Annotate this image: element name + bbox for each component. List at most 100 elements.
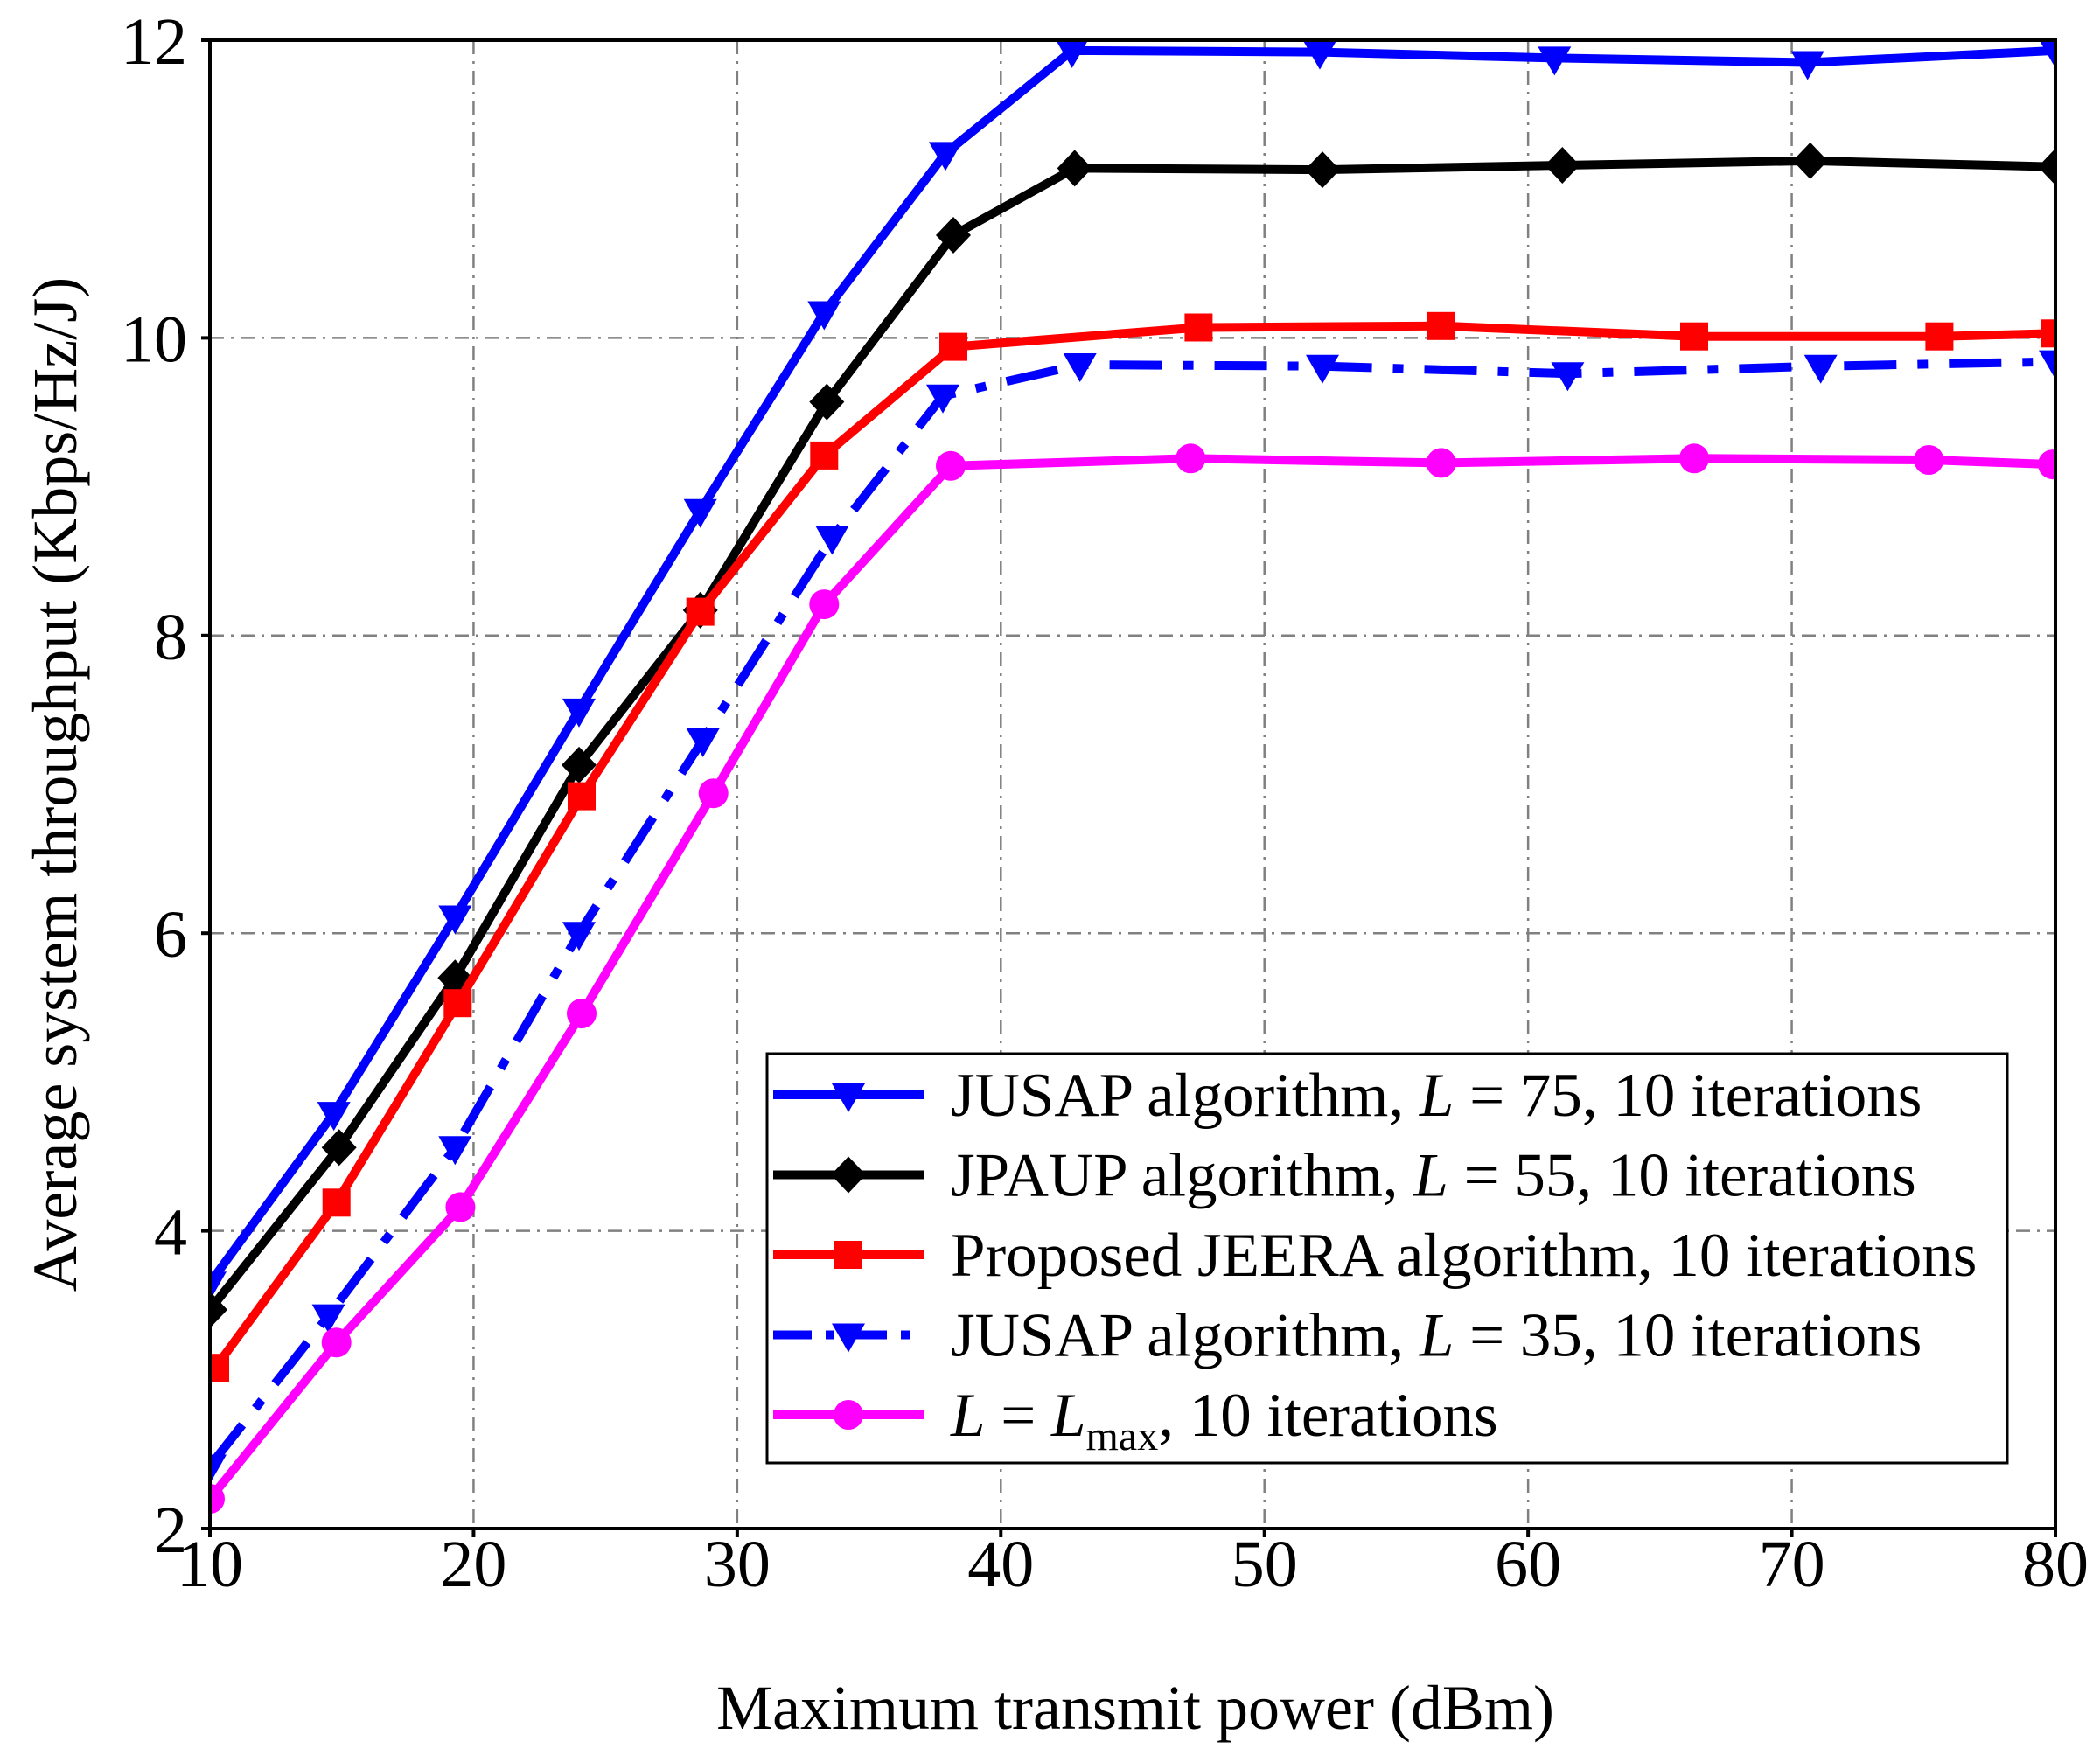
series-5-point-2 (321, 1327, 352, 1358)
series-1-point-4 (562, 698, 596, 728)
x-tick-label-40: 40 (967, 1528, 1034, 1601)
series-5-point-3 (445, 1192, 476, 1222)
series-5-point-8 (1176, 443, 1206, 474)
series-4-point-10 (1551, 362, 1585, 392)
y-tick-label-2: 2 (154, 1494, 187, 1567)
series-5-point-12 (2038, 449, 2055, 480)
series-1-point-7 (929, 142, 962, 171)
legend-entry-1-label-part-3: = 75, 10 iterations (1454, 1062, 1922, 1130)
series-4-line (210, 357, 2055, 1469)
legend-entry-5-label-part-5: , 10 iterations (1158, 1382, 1497, 1450)
series-1-point-6 (807, 301, 841, 331)
series-5-point-6 (809, 589, 840, 620)
x-tick-label-20: 20 (440, 1528, 506, 1601)
series-2-point-1 (210, 1291, 227, 1328)
legend-entry-2-label: JPAUP algorithm, L = 55, 10 iterations (951, 1142, 1916, 1210)
series-4-point-11 (1803, 354, 1838, 384)
legend-entry-5-label-part-4: max (1086, 1413, 1159, 1459)
legend-entry-5-label-part-3: L (1050, 1382, 1086, 1450)
x-tick-label-10: 10 (177, 1528, 243, 1601)
series-4-point-4 (562, 922, 596, 951)
series-3-point-2 (322, 1188, 351, 1217)
series-2-point-11 (1792, 142, 1828, 179)
series-1-point-2 (317, 1102, 351, 1132)
series-3-point-1 (210, 1354, 229, 1382)
x-tick-label-80: 80 (2022, 1528, 2089, 1601)
legend-entry-3-label-part-1: Proposed JEERA algorithm, 10 iterations (951, 1222, 1977, 1290)
legend-box (765, 1052, 2009, 1465)
y-tick-label-4: 4 (154, 1196, 187, 1270)
series-3-point-8 (1184, 313, 1213, 342)
series-2 (210, 142, 2055, 1328)
series-1-point-10 (1538, 46, 1572, 76)
series-5-point-7 (936, 450, 966, 481)
series-4-point-5 (686, 728, 720, 757)
series-1-point-8 (1056, 40, 1089, 68)
series-1-point-5 (683, 498, 717, 528)
legend-entry-5-label-part-1: L (950, 1382, 986, 1450)
legend-entry-3-marker (834, 1241, 862, 1269)
axis-ticks (201, 38, 2057, 1537)
legend-entry-1-label: JUSAP algorithm, L = 75, 10 iterations (951, 1062, 1922, 1130)
series-1-point-12 (2039, 40, 2055, 68)
legend-entry-5-marker (834, 1400, 863, 1430)
series-3-point-11 (1925, 322, 1954, 351)
series-1-point-1 (210, 1271, 227, 1301)
y-tick-label-12: 12 (121, 5, 187, 79)
legend-entry-3-label: Proposed JEERA algorithm, 10 iterations (951, 1222, 1977, 1290)
legend: JUSAP algorithm, L = 75, 10 iterations JP… (765, 1052, 2009, 1465)
series-2-point-8 (1057, 150, 1092, 187)
series-layer (210, 40, 2055, 1514)
series-3 (210, 311, 2055, 1382)
series-1-point-3 (438, 905, 472, 935)
series-3-point-5 (686, 597, 715, 626)
y-tick-label-6: 6 (154, 898, 187, 972)
series-2-point-12 (2038, 148, 2055, 185)
series-5-point-11 (1914, 445, 1944, 475)
series-3-point-9 (1427, 311, 1455, 340)
series-4 (210, 350, 2055, 1484)
series-5-point-5 (698, 778, 729, 809)
series-2-line (210, 156, 2055, 1313)
series-4-point-7 (926, 384, 959, 414)
y-tick-label-10: 10 (121, 303, 187, 376)
x-axis-label: Maximum transmit power (dBm) (716, 1673, 1554, 1743)
legend-entry-4-marker (832, 1323, 865, 1353)
series-2-point-7 (936, 217, 971, 254)
series-5-point-4 (567, 999, 597, 1029)
series-5-point-9 (1426, 448, 1456, 478)
series-3-point-10 (1680, 322, 1708, 351)
legend-entry-5-label-part-2: = (986, 1382, 1052, 1450)
gridlines (210, 40, 2055, 1529)
x-tick-label-60: 60 (1495, 1528, 1561, 1601)
legend-entry-2-label-part-1: JPAUP algorithm, (951, 1142, 1413, 1210)
series-2-point-4 (562, 746, 597, 783)
series-1-line (210, 45, 2055, 1286)
legend-entry-2: JPAUP algorithm, L = 55, 10 iterations (773, 1142, 1916, 1210)
legend-entry-4-label-part-1: JUSAP algorithm, (951, 1302, 1420, 1370)
legend-entry-4-label: JUSAP algorithm, L = 35, 10 iterations (951, 1302, 1922, 1370)
series-3-point-3 (443, 989, 472, 1018)
legend-entry-3: Proposed JEERA algorithm, 10 iterations (773, 1222, 1977, 1290)
series-5-point-10 (1679, 443, 1709, 474)
legend-entry-5: L = Lmax, 10 iterations (773, 1382, 1498, 1459)
legend-entry-4: JUSAP algorithm, L = 35, 10 iterations (773, 1302, 1922, 1370)
series-4-point-2 (311, 1304, 345, 1334)
y-axis-label: Average system throughput (Kbps/Hz/J) (20, 277, 90, 1292)
series-3-point-12 (2041, 319, 2055, 348)
series-4-point-12 (2039, 350, 2055, 380)
series-4-point-9 (1306, 354, 1339, 384)
legend-entry-4-label-part-3: = 35, 10 iterations (1454, 1302, 1922, 1370)
series-5-line (210, 454, 2054, 1502)
legend-entry-1-marker (832, 1083, 865, 1112)
series-1-point-9 (1303, 40, 1336, 70)
series-1-point-11 (1790, 51, 1824, 80)
series-3-point-6 (810, 441, 839, 470)
legend-entry-2-marker (831, 1156, 866, 1194)
series-4-point-1 (210, 1454, 227, 1484)
series-4-point-8 (1063, 353, 1097, 382)
legend-entry-2-label-part-3: = 55, 10 iterations (1448, 1142, 1916, 1210)
series-5-point-1 (210, 1484, 225, 1514)
legend-entry-5-label: L = Lmax, 10 iterations (950, 1382, 1498, 1459)
